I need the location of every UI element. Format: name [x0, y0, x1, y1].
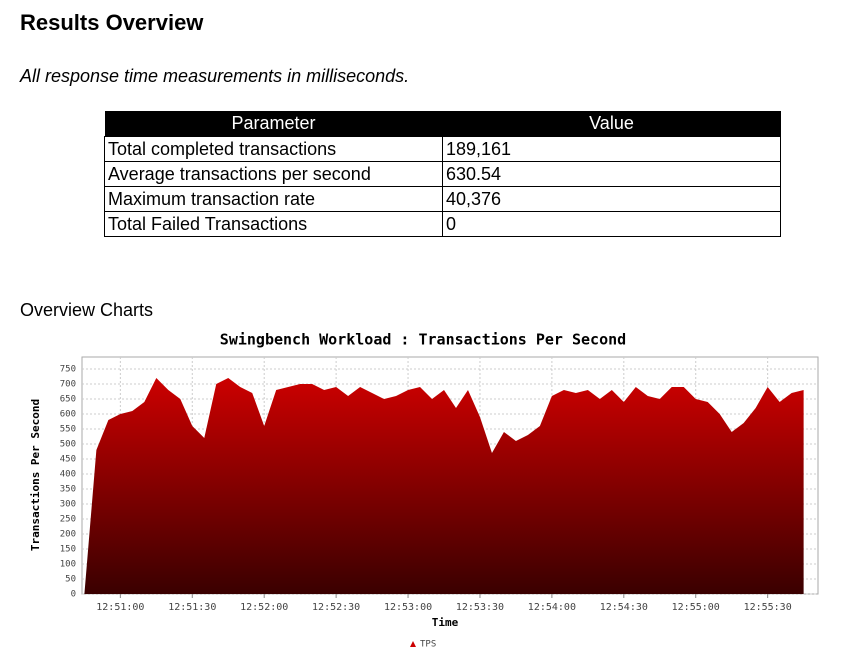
cell: 40,376	[442, 186, 781, 212]
x-tick-label: 12:54:30	[600, 602, 648, 613]
y-tick-label: 350	[60, 485, 76, 495]
x-tick-label: 12:53:30	[456, 602, 504, 613]
area	[84, 378, 804, 594]
legend-label: TPS	[420, 640, 436, 650]
cell: 630.54	[442, 161, 781, 187]
results-table: Parameter Value Total completed transact…	[104, 111, 781, 237]
x-tick-label: 12:54:00	[528, 602, 576, 613]
y-tick-label: 700	[60, 380, 76, 390]
y-tick-label: 150	[60, 545, 76, 555]
x-tick-label: 12:52:00	[240, 602, 288, 613]
row: Total completed transactions 189,161	[104, 136, 781, 162]
chart-title: Swingbench Workload : Transactions Per S…	[220, 331, 626, 349]
legend-marker	[410, 641, 416, 647]
y-tick-label: 550	[60, 425, 76, 435]
section-title: Overview Charts	[20, 300, 154, 320]
chart: Swingbench Workload : Transactions Per S…	[29, 331, 819, 650]
y-tick-label: 0	[71, 590, 76, 600]
y-tick-label: 300	[60, 500, 76, 510]
x-tick-label: 12:53:00	[384, 602, 432, 613]
y-tick-label: 600	[60, 410, 76, 420]
column-header: Parameter	[104, 111, 443, 137]
y-tick-label: 400	[60, 470, 76, 480]
y-tick-label: 200	[60, 530, 76, 540]
x-axis-label: Time	[432, 616, 459, 629]
y-tick-label: 50	[65, 575, 76, 585]
cell: 0	[442, 211, 781, 237]
y-tick-label: 650	[60, 395, 76, 405]
cell: Total Failed Transactions	[104, 211, 443, 237]
y-tick-label: 450	[60, 455, 76, 465]
y-tick-label: 100	[60, 560, 76, 570]
row: Total Failed Transactions 0	[104, 211, 781, 237]
y-tick-label: 500	[60, 440, 76, 450]
page-title: Results Overview	[20, 10, 204, 35]
cell: Maximum transaction rate	[104, 186, 443, 212]
cell: Total completed transactions	[104, 136, 443, 162]
row: Average transactions per second 630.54	[104, 161, 781, 187]
x-tick-label: 12:51:00	[96, 602, 144, 613]
column-header: Value	[442, 111, 781, 137]
row: Maximum transaction rate 40,376	[104, 186, 781, 212]
x-tick-label: 12:55:30	[744, 602, 792, 613]
header-row: Parameter Value	[104, 111, 781, 137]
cell: Average transactions per second	[104, 161, 443, 187]
x-tick-label: 12:51:30	[168, 602, 216, 613]
y-tick-label: 750	[60, 365, 76, 375]
x-tick-label: 12:55:00	[672, 602, 720, 613]
y-axis-label: Transactions Per Second	[29, 399, 42, 551]
x-tick-label: 12:52:30	[312, 602, 360, 613]
y-tick-label: 250	[60, 515, 76, 525]
cell: 189,161	[442, 136, 781, 162]
subtitle: All response time measurements in millis…	[20, 66, 410, 86]
